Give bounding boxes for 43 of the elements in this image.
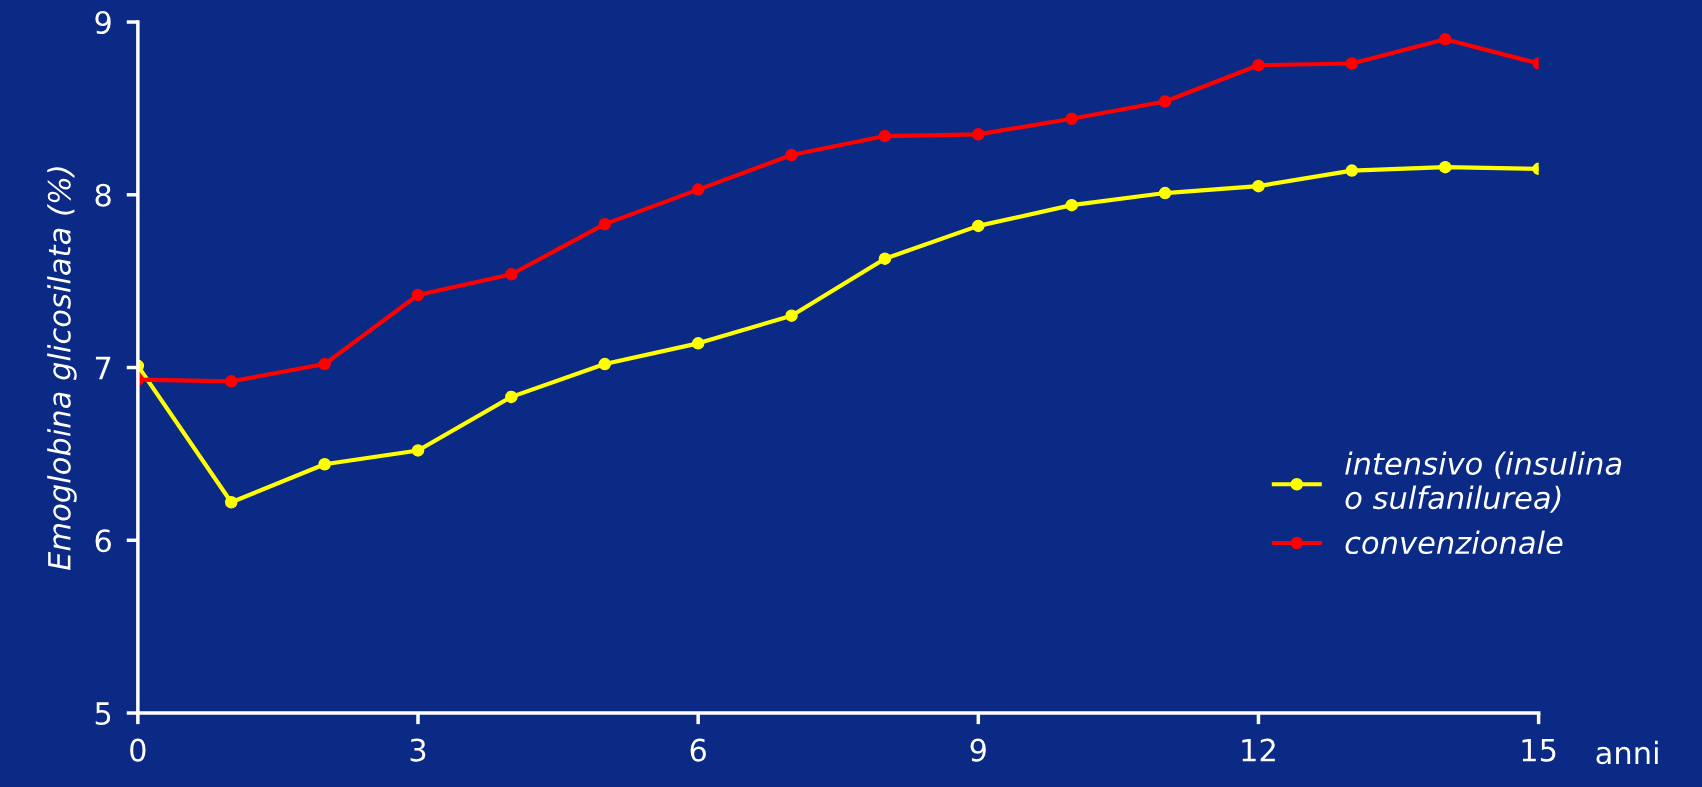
point: [505, 390, 518, 404]
point: [878, 129, 892, 143]
point: [1345, 164, 1359, 177]
point: [224, 496, 238, 509]
y-tick-label: 6: [95, 529, 111, 553]
point: [878, 252, 892, 265]
point: [1345, 57, 1359, 70]
point: [785, 309, 798, 322]
legend-label: convenzionale: [1345, 530, 1563, 555]
point: [1158, 95, 1172, 108]
y-tick-label: 8: [95, 183, 111, 207]
point: [411, 288, 425, 302]
y-tick-label: 5: [95, 702, 111, 726]
point: [1438, 33, 1452, 46]
point: [224, 375, 238, 388]
x-tick-label: 3: [410, 738, 426, 762]
point: [972, 128, 985, 141]
x-tick-label: 15: [1522, 738, 1556, 762]
point: [691, 183, 705, 196]
point: [785, 148, 798, 162]
point: [691, 337, 705, 350]
point: [505, 267, 518, 281]
y-axis-title: Emoglobina glicosilata (%): [47, 167, 77, 571]
x-tick-label: 9: [970, 738, 986, 762]
point: [411, 444, 425, 457]
point: [1065, 198, 1078, 212]
x-tick-label: 0: [130, 738, 146, 762]
legend-label: intensivo (insulina o sulfanilurea): [1345, 451, 1622, 513]
point: [1065, 112, 1078, 126]
point: [1158, 186, 1172, 200]
y-tick-label: 9: [95, 10, 111, 35]
point: [1252, 179, 1265, 193]
point: [318, 458, 331, 471]
point: [598, 217, 612, 231]
x-axis-title: anni: [1596, 740, 1658, 765]
point: [1438, 160, 1452, 174]
point: [598, 357, 612, 371]
point: [1252, 58, 1265, 72]
x-tick-label: 12: [1242, 738, 1275, 762]
point: [972, 219, 985, 233]
point: [318, 357, 331, 371]
x-tick-label: 6: [690, 738, 706, 762]
y-tick-label: 7: [95, 356, 111, 380]
